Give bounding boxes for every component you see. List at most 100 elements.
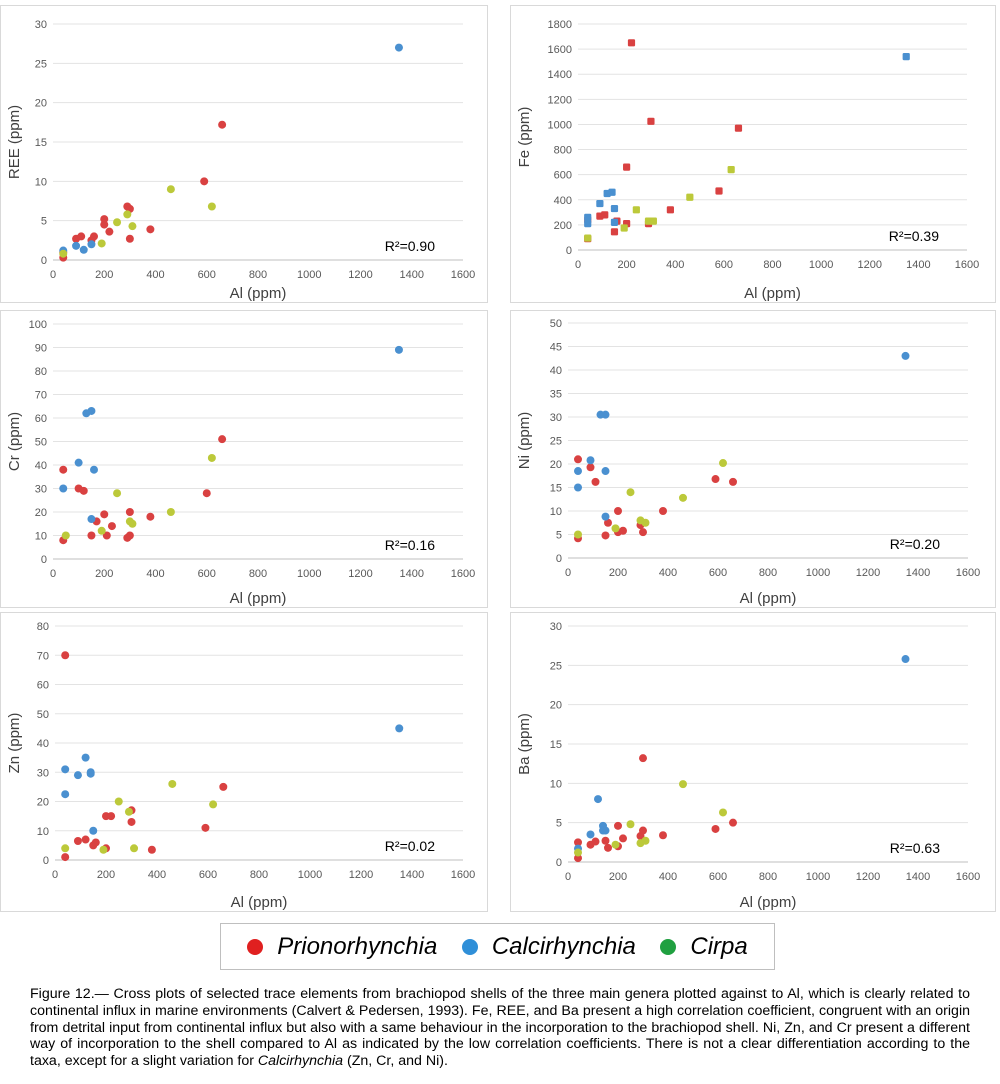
data-point-cirpa — [123, 210, 132, 219]
y-tick-label: 30 — [550, 621, 562, 633]
data-point-prionorhynchia — [729, 477, 737, 486]
y-tick-label: 400 — [554, 195, 572, 207]
data-point-cirpa — [679, 780, 687, 789]
y-tick-label: 0 — [41, 255, 47, 267]
data-point-prionorhynchia — [219, 782, 228, 791]
x-axis-title: Al (ppm) — [740, 590, 797, 607]
data-point-calcirhynchia — [90, 465, 98, 474]
data-point-calcirhynchia — [901, 351, 910, 360]
data-point-calcirhynchia — [586, 456, 595, 465]
y-axis-title: Fe (ppm) — [516, 107, 533, 168]
y-tick-label: 30 — [35, 19, 47, 31]
data-point-cirpa — [128, 519, 137, 528]
data-point-prionorhynchia — [647, 117, 655, 125]
x-tick-label: 1200 — [858, 259, 882, 271]
data-point-prionorhynchia — [202, 489, 211, 498]
data-point-prionorhynchia — [623, 163, 631, 171]
y-tick-label: 5 — [41, 216, 47, 228]
x-axis-title: Al (ppm) — [740, 894, 797, 911]
x-tick-label: 0 — [50, 269, 56, 281]
data-point-cirpa — [719, 459, 727, 468]
data-point-prionorhynchia — [729, 818, 737, 827]
y-tick-label: 35 — [550, 389, 562, 401]
x-tick-label: 400 — [148, 869, 166, 881]
y-tick-label: 20 — [35, 98, 47, 110]
y-tick-label: 30 — [35, 484, 47, 496]
x-axis-title: Al (ppm) — [744, 285, 801, 302]
y-tick-label: 10 — [550, 506, 562, 518]
data-point-prionorhynchia — [604, 843, 612, 852]
data-point-calcirhynchia — [61, 765, 70, 774]
y-tick-label: 10 — [35, 531, 47, 543]
y-axis-title: Cr (ppm) — [6, 412, 23, 471]
data-point-prionorhynchia — [614, 507, 622, 515]
data-point-prionorhynchia — [59, 465, 68, 474]
data-point-calcirhynchia — [610, 218, 619, 226]
r-squared-annotation: R²=0.90 — [385, 238, 435, 254]
x-tick-label: 1600 — [956, 871, 980, 883]
data-point-prionorhynchia — [610, 228, 619, 236]
x-tick-label: 0 — [50, 568, 56, 580]
y-tick-label: 20 — [550, 459, 562, 471]
chart-panel-ba: 0 5 10 15 20 25 30 0 200 400 600 800 1000 1200 1400 160… — [510, 612, 996, 912]
r-squared-annotation: R²=0.39 — [889, 228, 939, 244]
data-point-prionorhynchia — [201, 823, 210, 832]
figure-caption: Figure 12.— Cross plots of selected trac… — [30, 986, 970, 1070]
x-tick-label: 0 — [52, 869, 58, 881]
x-tick-label: 200 — [95, 568, 113, 580]
y-tick-label: 70 — [37, 650, 49, 662]
data-point-cirpa — [679, 493, 687, 502]
legend-dot-prionorhynchia — [247, 938, 264, 955]
data-point-cirpa — [574, 530, 582, 539]
data-point-prionorhynchia — [601, 836, 610, 845]
caption-text-1: Figure 12.— Cross plots of selected trac… — [30, 986, 970, 1070]
y-tick-label: 50 — [37, 709, 49, 721]
data-point-prionorhynchia — [146, 225, 155, 234]
x-tick-label: 200 — [617, 259, 635, 271]
data-point-prionorhynchia — [619, 526, 627, 535]
legend-dot-calcirhynchia — [461, 938, 478, 955]
chart-svg-fe: 0 200 400 600 800 1000 1200 1400 1600 1800 0 200 400… — [516, 19, 979, 302]
data-point-prionorhynchia — [639, 826, 647, 835]
caption-italic-genus: Calcirhynchia — [257, 1053, 344, 1070]
x-tick-label: 1400 — [906, 567, 930, 579]
data-point-calcirhynchia — [574, 483, 582, 492]
data-point-prionorhynchia — [619, 834, 627, 843]
y-tick-label: 1600 — [548, 44, 572, 56]
x-tick-label: 1000 — [809, 259, 833, 271]
x-tick-label: 600 — [709, 871, 727, 883]
data-point-calcirhynchia — [596, 199, 604, 208]
x-tick-label: 400 — [659, 871, 677, 883]
data-point-prionorhynchia — [601, 211, 609, 219]
x-tick-label: 200 — [609, 567, 627, 579]
x-tick-label: 400 — [146, 568, 164, 580]
chart-panel-zn: 0 10 20 30 40 50 60 70 80 0 200 400 600 800 1000 1200 14… — [0, 612, 488, 912]
data-point-prionorhynchia — [79, 486, 88, 495]
data-point-cirpa — [632, 206, 640, 214]
y-tick-label: 50 — [550, 318, 562, 330]
data-point-calcirhynchia — [902, 53, 910, 61]
data-point-calcirhynchia — [584, 220, 592, 228]
data-point-prionorhynchia — [666, 206, 674, 214]
data-point-calcirhynchia — [61, 790, 70, 799]
data-point-prionorhynchia — [90, 232, 98, 241]
x-tick-label: 600 — [198, 269, 216, 281]
data-point-prionorhynchia — [100, 220, 109, 229]
data-point-cirpa — [97, 526, 106, 535]
data-point-prionorhynchia — [61, 651, 70, 660]
y-tick-label: 40 — [37, 738, 49, 750]
x-axis-title: Al (ppm) — [230, 285, 287, 302]
data-point-cirpa — [61, 844, 70, 853]
legend-label-calcirhynchia: Calcirhynchia — [491, 932, 636, 960]
legend-item-prionorhynchia: Prionorhynchia — [247, 933, 437, 961]
data-point-prionorhynchia — [107, 522, 116, 531]
data-point-prionorhynchia — [639, 754, 647, 763]
x-tick-label: 800 — [249, 269, 267, 281]
data-point-calcirhynchia — [395, 724, 404, 733]
x-tick-label: 600 — [709, 567, 727, 579]
x-tick-label: 600 — [199, 869, 217, 881]
data-point-prionorhynchia — [711, 824, 720, 833]
data-point-calcirhynchia — [586, 830, 595, 839]
data-point-prionorhynchia — [107, 812, 116, 821]
data-point-cirpa — [166, 185, 175, 194]
